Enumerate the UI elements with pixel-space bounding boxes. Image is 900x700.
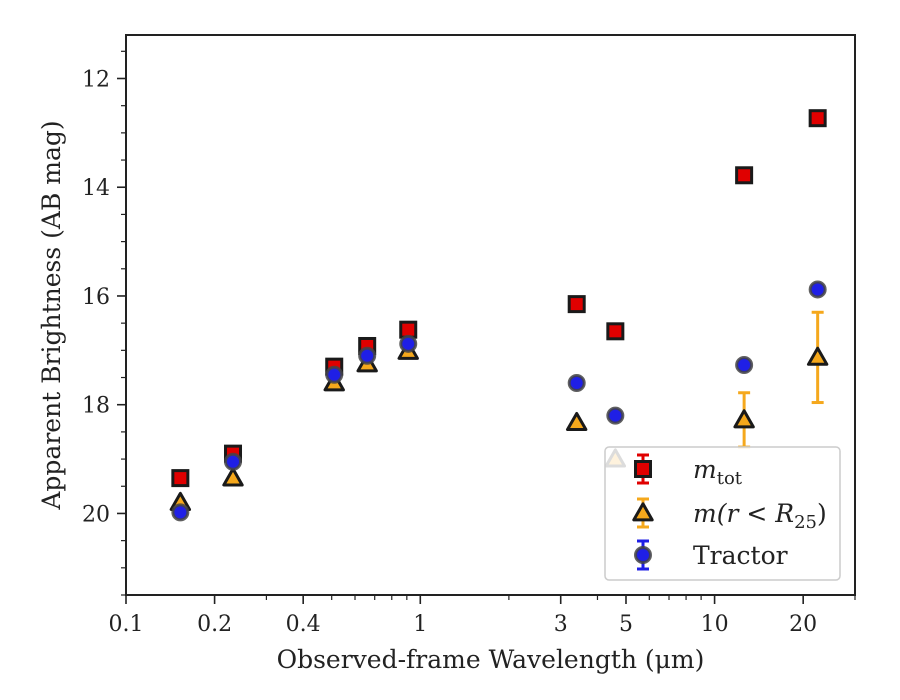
legend-marker-square xyxy=(634,460,652,478)
data-point-triangle xyxy=(222,467,244,487)
legend-entry-triangle: m(r < R25) xyxy=(632,497,827,533)
x-tick-label: 0.1 xyxy=(109,612,144,637)
data-point-square xyxy=(735,166,754,185)
data-point-square xyxy=(808,109,827,128)
x-tick-label: 0.2 xyxy=(197,612,232,637)
legend-entry-square: mtot xyxy=(634,453,743,489)
data-point-circle xyxy=(358,346,377,365)
y-tick-label: 20 xyxy=(82,502,110,527)
legend: mtot m(r < R25) Tractor xyxy=(604,446,841,581)
y-tick-label: 12 xyxy=(82,67,110,92)
x-tick-label: 20 xyxy=(789,612,817,637)
legend-box xyxy=(604,446,841,581)
y-tick-label: 18 xyxy=(82,394,110,419)
data-point-circle xyxy=(808,280,827,299)
y-tick-label: 16 xyxy=(82,285,110,310)
x-tick-label: 10 xyxy=(701,612,729,637)
legend-label: m(r < R25) xyxy=(693,499,827,533)
series-square xyxy=(171,109,827,488)
data-point-circle xyxy=(171,503,190,522)
y-tick-label: 14 xyxy=(82,176,110,201)
legend-entry-circle: Tractor xyxy=(634,539,788,571)
x-tick-label: 3 xyxy=(554,612,568,637)
legend-label: mtot xyxy=(693,455,743,489)
data-point-triangle xyxy=(806,346,829,366)
data-point-circle xyxy=(606,406,625,425)
x-tick-label: 0.4 xyxy=(286,612,321,637)
legend-label: Tractor xyxy=(693,541,788,570)
y-axis-label: Apparent Brightness (AB mag) xyxy=(37,120,66,510)
plot-frame xyxy=(125,34,856,596)
data-point-circle xyxy=(735,356,754,375)
data-point-square xyxy=(567,295,586,314)
data-point-triangle xyxy=(733,409,755,429)
axes: 0.1 0.2 0.4 1 3 5 10 20 12 14 16 18 20 xyxy=(82,50,856,637)
data-point-circle xyxy=(399,334,418,353)
x-tick-label: 1 xyxy=(413,612,427,637)
series-circle xyxy=(171,280,827,522)
legend-marker-circle xyxy=(634,546,652,564)
data-point-square xyxy=(606,322,625,341)
data-point-circle xyxy=(567,373,586,392)
x-tick-label: 5 xyxy=(619,612,633,637)
data-point-square xyxy=(171,469,190,488)
data-point-circle xyxy=(224,452,243,471)
x-axis-label: Observed-frame Wavelength (μm) xyxy=(277,645,705,674)
data-point-triangle xyxy=(566,411,588,432)
data-point-circle xyxy=(325,365,344,384)
legend-marker-triangle xyxy=(632,502,654,522)
